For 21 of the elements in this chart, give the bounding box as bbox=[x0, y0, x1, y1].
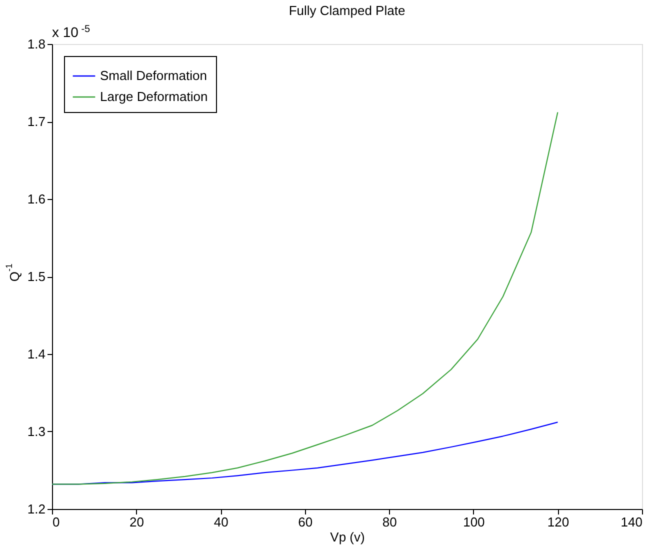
x-tick-label: 40 bbox=[214, 514, 228, 530]
x-axis-title: Vp (v) bbox=[330, 530, 365, 544]
y-tick-label: 1.2 bbox=[27, 502, 46, 516]
legend-label: Small Deformation bbox=[100, 68, 207, 83]
y-axis-title: Q-1 bbox=[4, 263, 22, 282]
y-tick-label: 1.4 bbox=[27, 346, 46, 362]
x-tick-label: 140 bbox=[620, 514, 642, 530]
y-tick-label: 1.8 bbox=[27, 36, 46, 52]
chart-title: Fully Clamped Plate bbox=[288, 3, 406, 18]
x-tick-label: 80 bbox=[382, 514, 397, 530]
x-tick-label: 100 bbox=[463, 514, 485, 530]
y-tick-label: 1.3 bbox=[27, 424, 46, 439]
line-series bbox=[51, 112, 558, 485]
x-tick-label: 60 bbox=[298, 514, 313, 530]
y-tick-label: 1.6 bbox=[27, 192, 46, 206]
x-tick-label: 20 bbox=[130, 514, 144, 530]
x-tick-label: 120 bbox=[547, 514, 570, 530]
legend-label: Large Deformation bbox=[100, 89, 208, 104]
x-tick-label: 0 bbox=[52, 514, 60, 530]
y-tick-label: 1.5 bbox=[27, 269, 46, 284]
y-tick-label: 1.7 bbox=[27, 114, 46, 129]
